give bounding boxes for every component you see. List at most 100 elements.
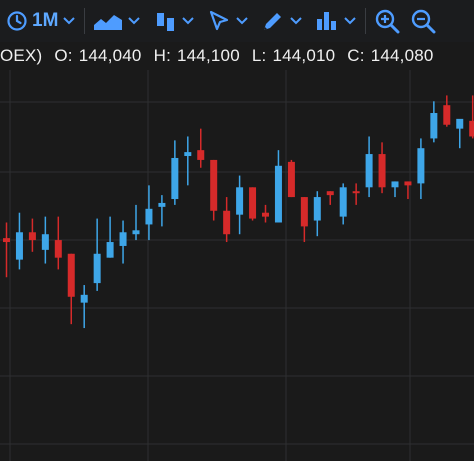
candle[interactable]	[41, 216, 49, 264]
candle[interactable]	[106, 216, 114, 258]
candle-body	[106, 242, 114, 258]
candle[interactable]	[287, 159, 295, 198]
drawing-tool-button[interactable]	[261, 0, 303, 42]
candle-body	[378, 154, 386, 188]
candle-body	[93, 253, 101, 284]
candle[interactable]	[339, 183, 347, 225]
candle-body	[430, 113, 438, 139]
bar-style-button[interactable]	[155, 0, 195, 42]
candle[interactable]	[3, 222, 10, 278]
candle-body	[119, 232, 127, 246]
candle-body	[236, 187, 244, 215]
candle-body	[443, 105, 451, 125]
candle-body	[391, 181, 399, 188]
indicators-button[interactable]	[315, 0, 357, 42]
high-value: 144,100	[177, 46, 240, 65]
candle-body	[456, 118, 464, 129]
ohlc-legend: OEX) O: 144,040 H: 144,100 L: 144,010 C:…	[0, 42, 474, 70]
chevron-down-icon[interactable]	[235, 14, 249, 28]
clock-icon	[6, 10, 28, 32]
indicators-icon	[315, 9, 339, 33]
candle-body	[313, 197, 321, 221]
candle[interactable]	[93, 218, 101, 291]
candlestick-chart[interactable]	[0, 70, 474, 461]
low-label: L:	[251, 46, 267, 65]
candle[interactable]	[391, 181, 399, 198]
candle[interactable]	[469, 95, 474, 139]
candle-body	[28, 232, 36, 241]
low-value: 144,010	[272, 46, 336, 65]
area-chart-icon	[93, 11, 123, 31]
candle[interactable]	[262, 204, 269, 223]
open-label: O:	[54, 46, 73, 65]
high-label: H:	[153, 46, 171, 65]
chevron-down-icon[interactable]	[62, 14, 76, 28]
candle[interactable]	[119, 220, 127, 264]
candle[interactable]	[443, 95, 451, 127]
candle[interactable]	[300, 197, 308, 243]
candle-body	[404, 181, 412, 186]
candle-body	[262, 212, 269, 217]
candle-body	[15, 232, 23, 260]
zoom-in-icon[interactable]	[374, 8, 400, 34]
candle-body	[158, 202, 166, 207]
candle[interactable]	[132, 204, 140, 241]
candle[interactable]	[456, 118, 464, 149]
candle[interactable]	[184, 136, 192, 186]
candle[interactable]	[352, 183, 360, 205]
candle-body	[274, 165, 282, 223]
candle-body	[223, 210, 231, 235]
candle-body	[171, 157, 179, 200]
candle[interactable]	[236, 175, 244, 235]
candle-body	[197, 150, 205, 160]
candle-body	[249, 187, 257, 219]
candle[interactable]	[249, 187, 257, 221]
candle[interactable]	[365, 136, 373, 198]
candle[interactable]	[197, 128, 205, 168]
candle[interactable]	[326, 191, 334, 205]
candle[interactable]	[15, 212, 23, 270]
candle[interactable]	[378, 142, 386, 194]
candle[interactable]	[158, 195, 166, 227]
candle-body	[210, 159, 218, 211]
candle-body	[67, 253, 75, 297]
cursor-tool-button[interactable]	[207, 0, 249, 42]
candle-body	[145, 208, 153, 225]
pencil-icon	[261, 9, 285, 33]
candle[interactable]	[28, 218, 36, 252]
chevron-down-icon[interactable]	[181, 14, 195, 28]
cursor-icon	[207, 9, 231, 33]
candle[interactable]	[223, 197, 231, 243]
candle-body	[3, 238, 10, 243]
zoom-out-icon[interactable]	[410, 8, 436, 34]
interval-label[interactable]: 1M	[32, 10, 59, 31]
candle-body	[417, 148, 425, 184]
toolbar-divider	[365, 8, 367, 34]
candle[interactable]	[67, 253, 75, 325]
candle[interactable]	[313, 191, 321, 237]
close-label: C:	[347, 46, 365, 65]
candle[interactable]	[274, 150, 282, 223]
open-value: 144,040	[78, 46, 142, 65]
chevron-down-icon[interactable]	[127, 14, 141, 28]
candle-body	[365, 154, 373, 188]
candle[interactable]	[430, 101, 438, 143]
symbol-label: OEX)	[0, 46, 43, 65]
candle[interactable]	[417, 138, 425, 200]
candle-body	[184, 152, 192, 157]
candle[interactable]	[54, 216, 62, 270]
candle[interactable]	[80, 285, 88, 329]
candle[interactable]	[145, 185, 153, 241]
interval-selector[interactable]: 1M	[6, 0, 76, 42]
candle-body	[326, 191, 334, 196]
chart-type-button[interactable]	[93, 0, 141, 42]
candle-body	[287, 161, 295, 198]
chart-toolbar: 1M	[0, 0, 474, 42]
candle[interactable]	[171, 140, 179, 205]
candle[interactable]	[210, 159, 218, 221]
candle-body	[54, 240, 62, 258]
candle-body	[80, 294, 88, 303]
chevron-down-icon[interactable]	[343, 14, 357, 28]
candle[interactable]	[404, 181, 412, 200]
chevron-down-icon[interactable]	[289, 14, 303, 28]
